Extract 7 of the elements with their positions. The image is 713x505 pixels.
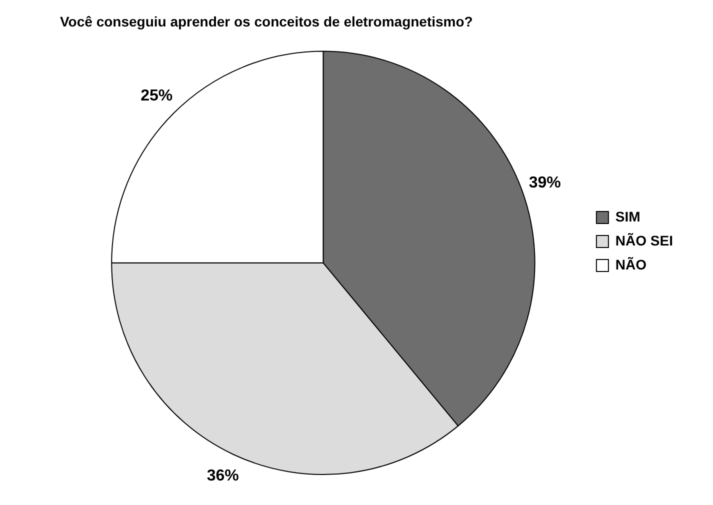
data-label: 25%	[140, 88, 173, 105]
legend-label: NÃO SEI	[615, 232, 674, 248]
data-label: 39%	[528, 174, 561, 192]
chart-title: Você conseguiu aprender os conceitos de eletromagnetismo?	[60, 13, 473, 30]
legend-label: NÃO	[615, 256, 647, 272]
legend-label: SIM	[615, 208, 640, 224]
data-label: 36%	[206, 467, 239, 484]
